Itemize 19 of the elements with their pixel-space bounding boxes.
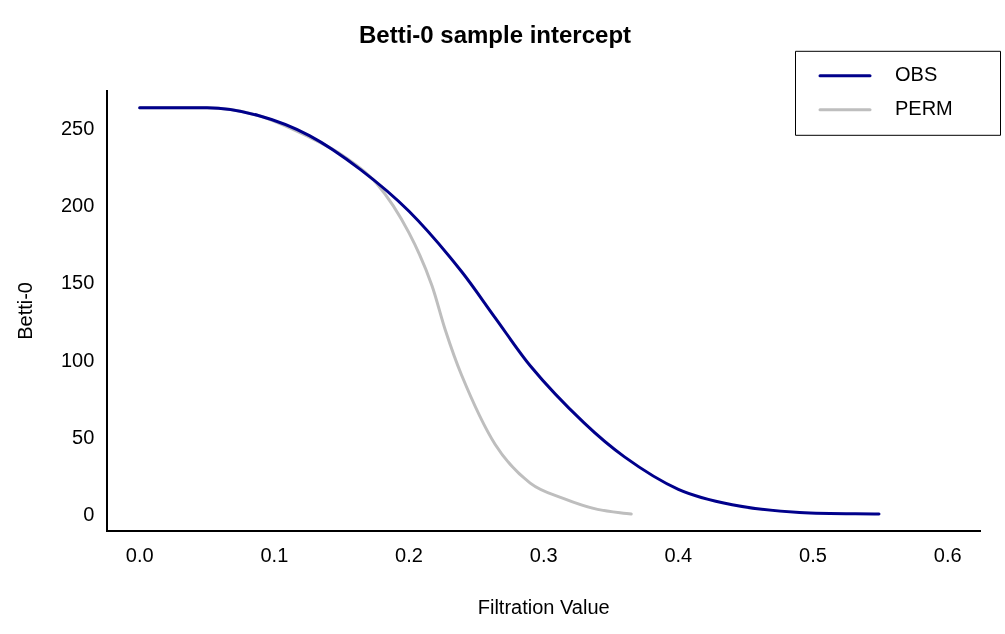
y-tick-label: 100 [60, 348, 95, 371]
y-tick-label: 200 [60, 194, 95, 217]
line-series [138, 106, 881, 516]
chart-title: Betti-0 sample intercept [358, 21, 632, 49]
legend-label: OBS [895, 63, 938, 86]
y-tick-label: 150 [60, 271, 95, 294]
x-tick-label: 0.3 [529, 543, 558, 566]
legend-label: PERM [895, 97, 953, 120]
y-axis-title: Betti-0 [13, 281, 36, 340]
x-tick-label: 0.4 [664, 543, 693, 566]
x-tick-label: 0.0 [125, 543, 154, 566]
x-tick-label: 0.2 [395, 543, 423, 566]
y-tick-label: 0 [83, 503, 95, 526]
y-tick-label: 250 [60, 116, 95, 139]
y-tick-label: 50 [72, 425, 95, 448]
x-tick-label: 0.5 [799, 543, 827, 566]
x-tick-label: 0.6 [933, 543, 962, 566]
x-axis-title: Filtration Value [477, 595, 610, 618]
x-tick-label: 0.1 [260, 543, 289, 566]
